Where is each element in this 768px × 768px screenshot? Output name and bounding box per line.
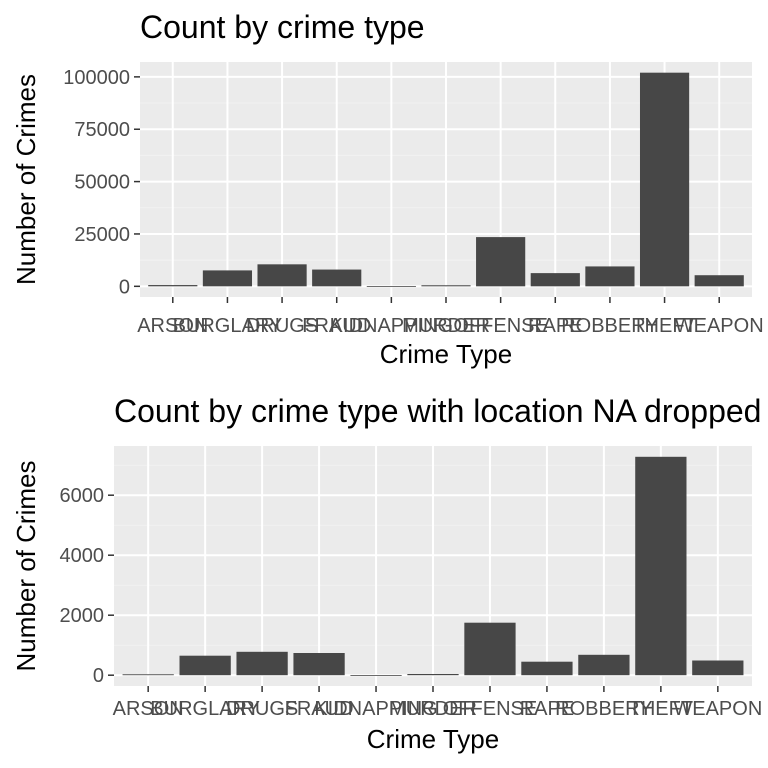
bar-rape <box>530 273 580 287</box>
bar-arson <box>122 674 174 676</box>
y-tick-label: 25000 <box>74 224 130 246</box>
x-tick-label: KIDNAPPING <box>314 698 437 720</box>
bar-offense <box>476 237 526 287</box>
y-tick-label: 0 <box>93 665 104 687</box>
x-axis-title: Crime Type <box>380 339 512 369</box>
x-axis-title: Crime Type <box>367 724 499 754</box>
bar-fraud <box>293 653 345 676</box>
x-tick-label: RAPE <box>528 315 582 337</box>
x-tick-label: ARSON <box>113 698 184 720</box>
x-tick-label: ROBBERY <box>561 315 658 337</box>
y-tick-label: 6000 <box>60 485 105 507</box>
bar-weapon <box>694 275 744 287</box>
x-tick-label: ARSON <box>137 315 208 337</box>
bar-fraud <box>312 269 362 287</box>
x-tick-label: FRAUD <box>302 315 371 337</box>
x-tick-label: THEFT <box>629 698 693 720</box>
bar-theft <box>639 72 690 287</box>
bar-robbery <box>578 654 630 676</box>
x-tick-label: THEFT <box>632 315 696 337</box>
chart-title: Count by crime type with location NA dro… <box>114 393 761 429</box>
x-tick-label: WEAPON <box>673 698 762 720</box>
bar-burglary <box>179 655 231 676</box>
chart-panel-2: Count by crime type with location NA dro… <box>11 393 762 754</box>
x-tick-label: KIDNAPPING <box>330 315 453 337</box>
x-tick-label: RAPE <box>520 698 574 720</box>
y-axis-title: Number of Crimes <box>11 74 41 285</box>
y-tick-label: 2000 <box>60 605 105 627</box>
x-tick-label: BURGLARY <box>173 315 283 337</box>
x-tick-label: OFFENSE <box>453 315 547 337</box>
y-tick-label: 100000 <box>63 67 130 89</box>
y-tick-label: 75000 <box>74 119 130 141</box>
y-tick-label: 4000 <box>60 545 105 567</box>
x-tick-label: MURDER <box>389 698 477 720</box>
chart-panel-1: Count by crime type 0 25000 50000 75000 10000… <box>11 9 764 369</box>
bar-drugs <box>236 651 288 676</box>
bar-murder <box>421 285 471 287</box>
bar-rape <box>521 661 573 676</box>
x-tick-label: FRAUD <box>285 698 354 720</box>
bar-burglary <box>202 270 253 287</box>
x-tick-label: ROBBERY <box>555 698 652 720</box>
x-tick-label: MURDER <box>402 315 490 337</box>
chart-title: Count by crime type <box>140 9 425 45</box>
bar-robbery <box>585 266 635 287</box>
bar-kidnapping <box>366 286 416 288</box>
x-tick-label: DRUGS <box>226 698 298 720</box>
y-axis-title: Number of Crimes <box>11 461 41 672</box>
y-tick-label: 50000 <box>74 172 130 194</box>
x-tick-label: BURGLARY <box>150 698 260 720</box>
y-tick-label: 0 <box>119 276 130 298</box>
x-tick-label: DRUGS <box>246 315 318 337</box>
x-tick-label: OFFENSE <box>443 698 537 720</box>
bar-theft <box>635 456 687 676</box>
bar-weapon <box>692 660 744 676</box>
bar-arson <box>148 285 198 287</box>
bar-drugs <box>257 264 307 287</box>
bar-murder <box>407 674 459 676</box>
bar-kidnapping <box>350 675 402 676</box>
x-tick-label: WEAPON <box>675 315 764 337</box>
bar-offense <box>464 622 516 676</box>
